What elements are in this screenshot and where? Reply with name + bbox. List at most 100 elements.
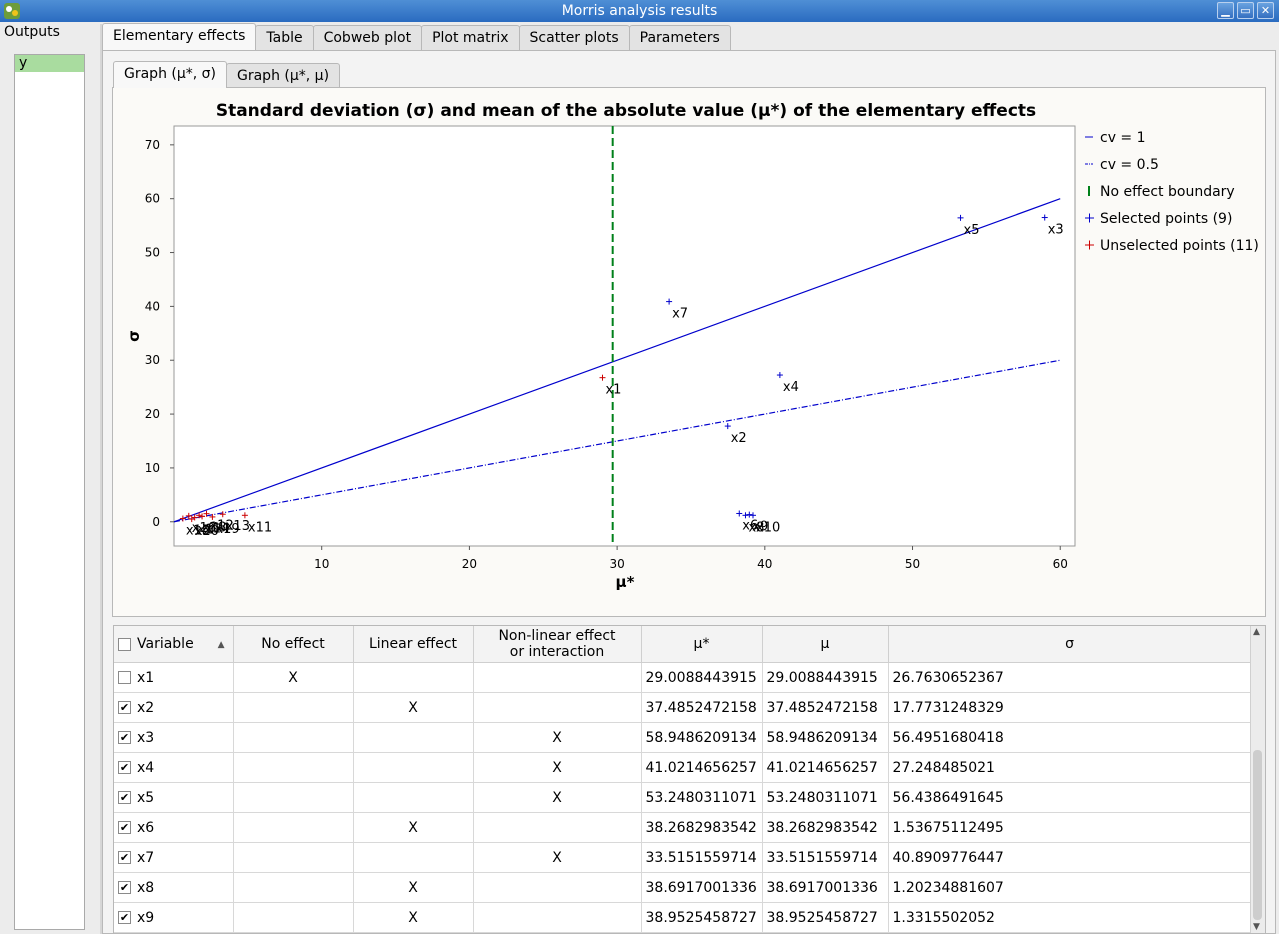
y-tick-label: 40: [145, 299, 160, 313]
mu-star-cell: 38.2682983542: [641, 812, 763, 843]
results-table[interactable]: Variable ▲ No effect Linear effect Non-l…: [113, 625, 1266, 934]
app-icon: [4, 3, 20, 19]
mu-star-cell: 37.4852472158: [641, 692, 763, 723]
nonlinear-effect-cell: X: [473, 782, 642, 813]
variable-cell: ✔ x2: [114, 692, 234, 723]
scrollbar-thumb[interactable]: [1253, 750, 1262, 920]
sigma-cell: 26.7630652367: [888, 662, 1252, 693]
outputs-list[interactable]: y: [14, 54, 85, 930]
y-tick-label: 0: [152, 515, 160, 529]
header-no-effect[interactable]: No effect: [233, 626, 354, 663]
table-row[interactable]: ✔ x4 X 41.0214656257 41.0214656257 27.2484850…: [114, 752, 1252, 783]
table-row[interactable]: x1 X 29.0088443915 29.0088443915 26.76306523…: [114, 662, 1252, 693]
table-vertical-scrollbar[interactable]: ▲ ▼: [1250, 626, 1265, 933]
mu-cell: 38.2682983542: [762, 812, 889, 843]
header-mu[interactable]: μ: [762, 626, 889, 663]
x-tick-label: 30: [609, 557, 624, 571]
data-point: x10: [750, 512, 780, 535]
plot-area: [173, 125, 1076, 547]
row-checkbox[interactable]: ✔: [118, 701, 131, 714]
point-label: x17: [198, 522, 222, 537]
scroll-up-icon[interactable]: ▲: [1253, 627, 1260, 637]
table-row[interactable]: ✔ x3 X 58.9486209134 58.9486209134 56.4951680…: [114, 722, 1252, 753]
tab-graph-mustar-mu[interactable]: Graph (μ*, μ): [226, 63, 341, 88]
y-tick-label: 30: [145, 353, 160, 367]
select-all-checkbox[interactable]: [118, 637, 131, 651]
no-effect-cell: [233, 752, 354, 783]
legend-entry-label: cv = 1: [1100, 130, 1146, 146]
mu-star-cell: 58.9486209134: [641, 722, 763, 753]
header-sigma[interactable]: σ: [888, 626, 1252, 663]
header-nonlinear-effect[interactable]: Non-linear effect or interaction: [473, 626, 642, 663]
table-row[interactable]: ✔ x7 X 33.5151559714 33.5151559714 40.8909776…: [114, 842, 1252, 873]
tab-graph-mustar-sigma[interactable]: Graph (μ*, σ): [113, 61, 227, 88]
table-row[interactable]: ✔ x6 X 38.2682983542 38.2682983542 1.53675112…: [114, 812, 1252, 843]
main-tabbar: Elementary effects Table Cobweb plot Plo…: [102, 23, 731, 50]
table-row[interactable]: ✔ x9 X 38.9525458727 38.9525458727 1.33155020…: [114, 902, 1252, 933]
tab-plot-matrix[interactable]: Plot matrix: [421, 25, 520, 50]
row-checkbox[interactable]: ✔: [118, 821, 131, 834]
table-row[interactable]: ✔ x5 X 53.2480311071 53.2480311071 56.4386491…: [114, 782, 1252, 813]
tab-table[interactable]: Table: [255, 25, 314, 50]
mu-cell: 41.0214656257: [762, 752, 889, 783]
table-row[interactable]: ✔ x2 X 37.4852472158 37.4852472158 17.7731248…: [114, 692, 1252, 723]
point-label: x6: [742, 518, 758, 533]
data-point: x9: [746, 511, 768, 535]
row-checkbox[interactable]: ✔: [118, 851, 131, 864]
window-title: Morris analysis results: [561, 3, 718, 19]
row-checkbox[interactable]: ✔: [118, 881, 131, 894]
header-mu-star[interactable]: μ*: [641, 626, 763, 663]
tab-cobweb-plot[interactable]: Cobweb plot: [312, 25, 423, 50]
data-point: x6: [736, 510, 758, 533]
y-tick-label: 10: [145, 461, 160, 475]
row-checkbox[interactable]: ✔: [118, 761, 131, 774]
header-linear-effect[interactable]: Linear effect: [353, 626, 474, 663]
tab-parameters[interactable]: Parameters: [628, 25, 731, 50]
row-checkbox[interactable]: ✔: [118, 791, 131, 804]
row-checkbox[interactable]: ✔: [118, 911, 131, 924]
linear-effect-cell: [353, 782, 474, 813]
point-label: x5: [964, 223, 980, 238]
no-effect-cell: [233, 782, 354, 813]
close-button[interactable]: ✕: [1257, 2, 1274, 19]
linear-effect-cell: [353, 722, 474, 753]
cv-0-5-line: [173, 359, 1061, 523]
variable-label: x5: [137, 789, 155, 806]
nonlinear-effect-cell: [473, 872, 642, 903]
scroll-down-icon[interactable]: ▼: [1253, 922, 1260, 932]
row-checkbox[interactable]: ✔: [118, 731, 131, 744]
output-item-y[interactable]: y: [15, 55, 84, 72]
morris-chart[interactable]: Standard deviation (σ) and mean of the a…: [113, 88, 1265, 616]
outputs-label: Outputs: [4, 24, 60, 40]
no-effect-cell: X: [233, 662, 354, 693]
row-checkbox[interactable]: [118, 671, 131, 684]
data-point: x15: [179, 515, 210, 539]
y-tick-label: 20: [145, 407, 160, 421]
no-effect-cell: [233, 812, 354, 843]
linear-effect-cell: X: [353, 902, 474, 933]
sigma-cell: 40.8909776447: [888, 842, 1252, 873]
no-effect-cell: [233, 842, 354, 873]
mu-cell: 37.4852472158: [762, 692, 889, 723]
nonlinear-effect-cell: [473, 692, 642, 723]
table-row[interactable]: ✔ x8 X 38.6917001336 38.6917001336 1.20234881…: [114, 872, 1252, 903]
tab-scatter-plots[interactable]: Scatter plots: [518, 25, 630, 50]
variable-label: x2: [137, 699, 155, 716]
no-effect-cell: [233, 722, 354, 753]
point-label: x18: [202, 520, 226, 535]
minimize-button[interactable]: ▁: [1217, 2, 1234, 19]
variable-label: x9: [137, 909, 155, 926]
data-point: x4: [776, 372, 799, 395]
linear-effect-cell: [353, 752, 474, 783]
mu-cell: 58.9486209134: [762, 722, 889, 753]
nonlinear-effect-cell: [473, 662, 642, 693]
sigma-cell: 1.20234881607: [888, 872, 1252, 903]
variable-label: x1: [137, 669, 155, 686]
header-variable[interactable]: Variable ▲: [114, 626, 234, 663]
point-label: x14: [205, 521, 229, 536]
splitter-handle[interactable]: [100, 24, 102, 934]
variable-cell: x1: [114, 662, 234, 693]
tab-elementary-effects[interactable]: Elementary effects: [102, 23, 257, 50]
maximize-button[interactable]: ▭: [1237, 2, 1254, 19]
data-point: x7: [666, 298, 688, 322]
